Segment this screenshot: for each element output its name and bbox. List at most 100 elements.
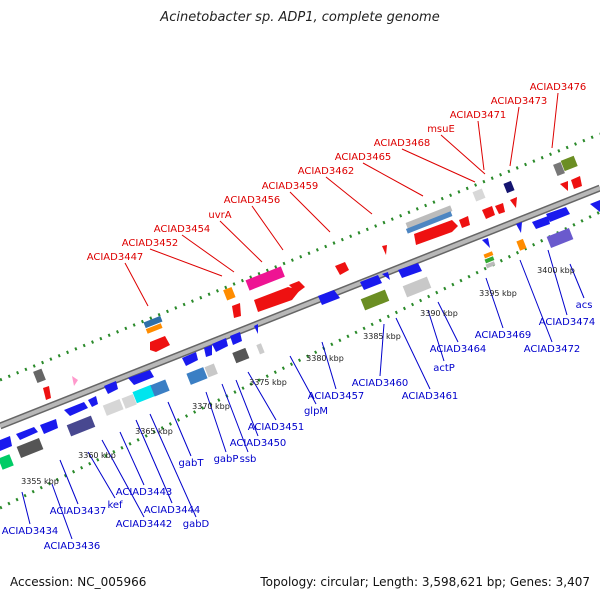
gene-ACIAD3461[interactable] [382,272,390,280]
gene-label-top: ACIAD3465 [335,152,392,163]
gene-ACIAD3450[interactable] [204,345,212,357]
gene-ACIAD3476-red[interactable] [560,181,568,191]
gene-ACIAD3473b[interactable] [510,197,517,208]
gene-ACIAD3436-green[interactable] [0,454,14,470]
gene-label-bottom: kef [107,500,123,511]
gene-grey-left[interactable] [33,368,46,384]
gene-label-bottom: ACIAD3474 [539,317,596,328]
gene-ACIAD3443[interactable] [88,396,98,407]
gene-ACIAD3469-bar2[interactable] [484,256,495,264]
gene-ACIAD3474b[interactable] [546,207,570,222]
gene-small-orange[interactable] [145,323,163,334]
gene-actP[interactable] [398,263,422,278]
leader-line [362,162,424,197]
leader-line [509,106,520,167]
leader-line [247,371,277,421]
gene-ACIAD3457[interactable] [318,290,340,305]
kbp-tick-label: 3375 kbp [249,378,287,387]
gene-ACIAD3465-blue[interactable] [405,211,453,234]
gene-acs-right[interactable] [590,200,600,212]
gene-label-bottom: ACIAD3444 [144,505,201,516]
gene-label-bottom: gabP [214,454,239,465]
leader-line [551,92,559,149]
gene-label-top: uvrA [208,210,231,221]
gene-label-bottom: ACIAD3472 [524,344,581,355]
leader-line [205,391,227,453]
leader-line [119,431,145,486]
gene-label-bottom: gabD [183,519,210,530]
map-title: Acinetobacter sp. ADP1, complete genome [160,10,440,25]
leader-line [440,134,486,175]
gene-ACIAD3447[interactable] [150,336,170,352]
gene-ACIAD3452-arrow[interactable] [232,303,241,318]
backbone [0,186,600,428]
leader-line [477,120,485,171]
kbp-tick-label: 3395 kbp [479,289,517,298]
gene-ACIAD3434[interactable] [0,436,12,451]
leader-line [149,248,223,277]
gene-gabP-grey[interactable] [204,363,218,378]
gene-ACIAD3437[interactable] [16,427,38,440]
gene-pink-left[interactable] [72,376,78,386]
kbp-tick-label: 3385 kbp [363,332,401,341]
gene-ACIAD3468[interactable] [414,220,458,245]
gene-ACIAD3471[interactable] [472,188,486,202]
gene-ACIAD3442[interactable] [66,415,96,437]
gene-gabP[interactable] [186,367,208,385]
gene-ACIAD3473-navy[interactable] [503,180,515,194]
gene-ACIAD3471-red[interactable] [482,206,495,219]
gene-ACIAD3436[interactable] [16,438,44,458]
gene-ACIAD3469-bar3[interactable] [485,261,496,269]
gene-ACIAD3460-olive[interactable] [360,289,390,311]
gene-gabD[interactable] [132,384,156,404]
gene-ACIAD3476-red2[interactable] [571,176,582,189]
gene-ACIAD3472[interactable] [516,222,522,233]
gene-ssb[interactable] [182,352,198,366]
gene-red-left[interactable] [43,386,51,400]
gene-ACIAD3443-grey[interactable] [102,399,124,416]
accession: Accession: NC_005966 [10,575,147,589]
kbp-tick-label: 3355 kbp [21,477,59,486]
gene-ACIAD3472-orange[interactable] [516,238,527,251]
gene-gabT[interactable] [150,379,170,397]
gene-ACIAD3447-box[interactable] [143,315,163,329]
gene-label-top: ACIAD3468 [374,138,431,149]
gene-ACIAD3454[interactable] [254,287,300,312]
leader-line [219,220,263,263]
gene-ACIAD3476[interactable] [553,161,565,177]
gene-glpM[interactable] [232,347,250,364]
gene-ACIAD3456[interactable] [289,281,305,293]
gene-ACIAD3469[interactable] [482,238,490,248]
leader-line [251,205,284,251]
gene-ACIAD3464[interactable] [402,276,432,298]
gene-ACIAD3452[interactable] [223,286,236,301]
leader-line [427,309,445,362]
gene-ACIAD3476-olive[interactable] [560,155,578,172]
gene-glpM-small[interactable] [254,324,258,334]
gene-label-top: ACIAD3471 [450,110,507,121]
gene-gabT-arrow2[interactable] [128,370,154,385]
gene-acs[interactable] [546,228,574,248]
outer-ring-track [0,132,600,382]
gene-ACIAD3442-blue[interactable] [64,402,88,416]
gene-gabT-arrow[interactable] [104,381,118,394]
gene-ACIAD3473[interactable] [495,203,505,214]
leader-line [547,249,568,316]
gene-ACIAD3465[interactable] [405,205,453,229]
gene-ACIAD3460[interactable] [360,275,382,290]
gene-ACIAD3450b[interactable] [212,338,228,352]
gene-msuE[interactable] [459,216,470,228]
gene-ACIAD3462[interactable] [382,245,387,255]
leader-line [395,317,431,390]
gene-uvrA[interactable] [245,266,285,291]
gene-kef[interactable] [40,419,58,434]
gene-ACIAD3459[interactable] [335,262,349,275]
leader-line [149,413,197,518]
kbp-tick-label: 3365 kbp [135,427,173,436]
gene-ACIAD3469-bar[interactable] [483,251,494,259]
gene-label-bottom: ACIAD3457 [308,391,365,402]
gene-ACIAD3451[interactable] [230,332,242,345]
gene-ACIAD3444[interactable] [121,394,137,409]
gene-ACIAD3474[interactable] [532,216,550,229]
gene-glpM-grey[interactable] [256,343,265,355]
